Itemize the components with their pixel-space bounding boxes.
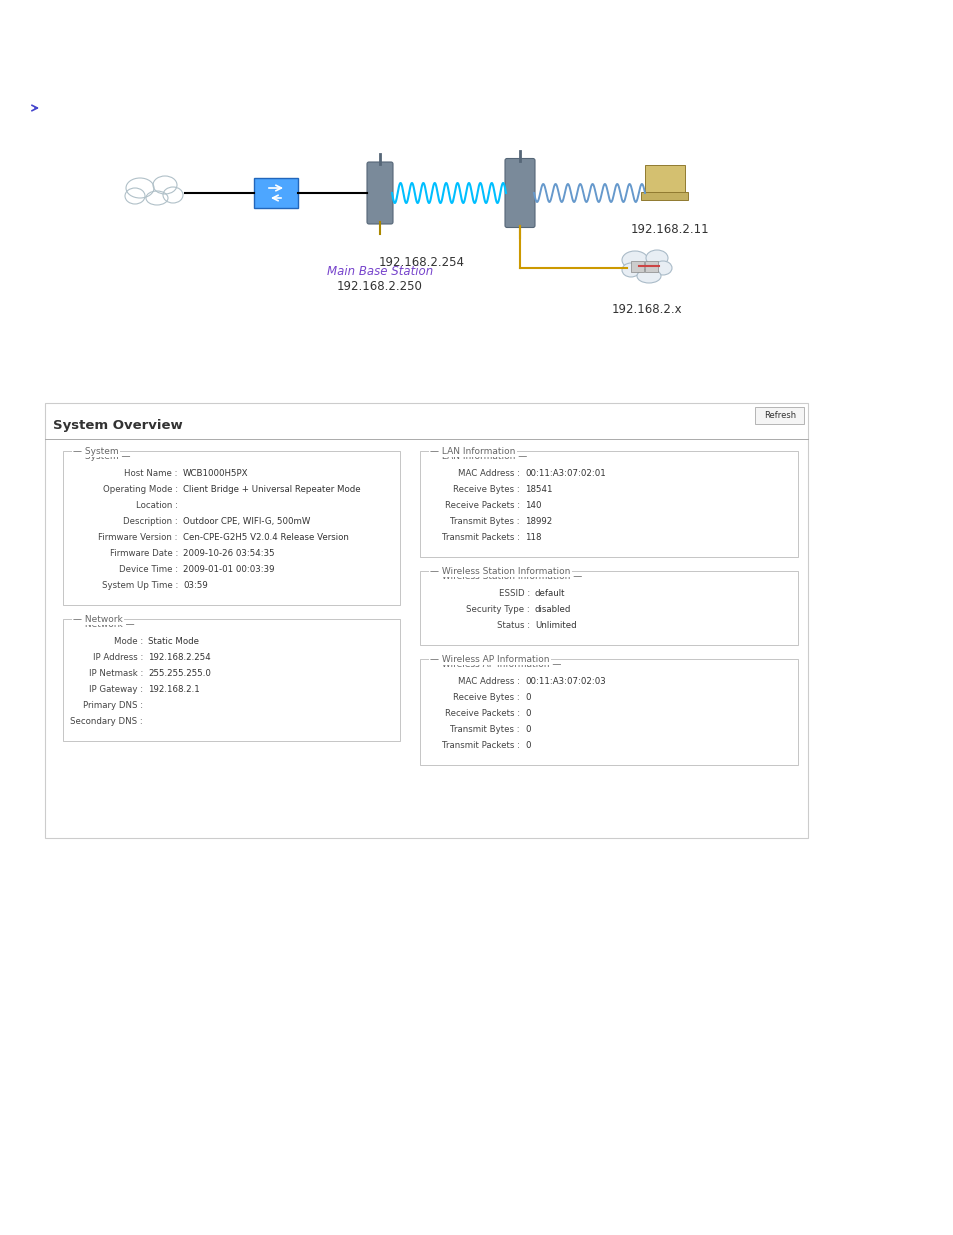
Text: Receive Bytes :: Receive Bytes : xyxy=(453,693,519,701)
Text: Mode :: Mode : xyxy=(113,637,143,646)
Text: — System —: — System — xyxy=(73,452,131,461)
Text: 192.168.2.11: 192.168.2.11 xyxy=(630,224,709,236)
Text: 192.168.2.254: 192.168.2.254 xyxy=(378,257,464,269)
Text: — Wireless AP Information —: — Wireless AP Information — xyxy=(430,659,560,669)
Text: default: default xyxy=(535,589,565,598)
Text: 192.168.2.250: 192.168.2.250 xyxy=(336,280,422,293)
FancyBboxPatch shape xyxy=(253,178,297,207)
Text: Device Time :: Device Time : xyxy=(119,564,178,574)
FancyBboxPatch shape xyxy=(45,403,807,839)
Text: MAC Address :: MAC Address : xyxy=(457,469,519,478)
Text: — System: — System xyxy=(73,447,118,456)
FancyBboxPatch shape xyxy=(367,162,393,224)
Text: Client Bridge + Universal Repeater Mode: Client Bridge + Universal Repeater Mode xyxy=(183,485,360,494)
FancyBboxPatch shape xyxy=(419,659,797,764)
Text: Location :: Location : xyxy=(136,501,178,510)
Text: Firmware Version :: Firmware Version : xyxy=(98,534,178,542)
FancyBboxPatch shape xyxy=(631,261,644,272)
FancyBboxPatch shape xyxy=(63,451,399,605)
Text: — Network —: — Network — xyxy=(73,620,134,629)
Text: 0: 0 xyxy=(524,741,530,750)
Text: 18541: 18541 xyxy=(524,485,552,494)
Text: System Overview: System Overview xyxy=(53,419,183,431)
Ellipse shape xyxy=(637,269,660,283)
FancyBboxPatch shape xyxy=(504,158,535,227)
Text: 255.255.255.0: 255.255.255.0 xyxy=(148,669,211,678)
Text: ESSID :: ESSID : xyxy=(498,589,530,598)
Text: Unlimited: Unlimited xyxy=(535,621,576,630)
Text: IP Address :: IP Address : xyxy=(92,653,143,662)
Text: Refresh: Refresh xyxy=(763,410,795,420)
Text: 03:59: 03:59 xyxy=(183,580,208,590)
Text: Security Type :: Security Type : xyxy=(466,605,530,614)
Text: 118: 118 xyxy=(524,534,541,542)
Text: Outdoor CPE, WIFI-G, 500mW: Outdoor CPE, WIFI-G, 500mW xyxy=(183,517,310,526)
FancyBboxPatch shape xyxy=(645,261,658,272)
Text: Transmit Packets :: Transmit Packets : xyxy=(441,741,519,750)
Text: Primary DNS :: Primary DNS : xyxy=(83,701,143,710)
Text: 0: 0 xyxy=(524,693,530,701)
FancyBboxPatch shape xyxy=(644,165,684,193)
Text: IP Gateway :: IP Gateway : xyxy=(89,685,143,694)
Text: — LAN Information: — LAN Information xyxy=(430,447,515,456)
Text: Receive Packets :: Receive Packets : xyxy=(444,501,519,510)
Text: Description :: Description : xyxy=(123,517,178,526)
Text: Secondary DNS :: Secondary DNS : xyxy=(71,718,143,726)
Text: Transmit Packets :: Transmit Packets : xyxy=(441,534,519,542)
Text: — Wireless Station Information —: — Wireless Station Information — xyxy=(430,572,581,580)
Text: Receive Bytes :: Receive Bytes : xyxy=(453,485,519,494)
Text: Receive Packets :: Receive Packets : xyxy=(444,709,519,718)
Text: 00:11:A3:07:02:01: 00:11:A3:07:02:01 xyxy=(524,469,605,478)
Text: Host Name :: Host Name : xyxy=(125,469,178,478)
Text: 192.168.2.x: 192.168.2.x xyxy=(611,303,681,316)
Text: Firmware Date :: Firmware Date : xyxy=(110,550,178,558)
Text: 0: 0 xyxy=(524,725,530,734)
Text: Cen-CPE-G2H5 V2.0.4 Release Version: Cen-CPE-G2H5 V2.0.4 Release Version xyxy=(183,534,349,542)
Text: Transmit Bytes :: Transmit Bytes : xyxy=(450,517,519,526)
Text: 00:11:A3:07:02:03: 00:11:A3:07:02:03 xyxy=(524,677,605,685)
FancyBboxPatch shape xyxy=(640,191,688,200)
Text: 2009-10-26 03:54:35: 2009-10-26 03:54:35 xyxy=(183,550,274,558)
Text: Status :: Status : xyxy=(497,621,530,630)
FancyBboxPatch shape xyxy=(419,451,797,557)
Text: 18992: 18992 xyxy=(524,517,552,526)
Text: WCB1000H5PX: WCB1000H5PX xyxy=(183,469,248,478)
Text: disabled: disabled xyxy=(535,605,571,614)
Text: — LAN Information —: — LAN Information — xyxy=(430,452,527,461)
Text: Main Base Station: Main Base Station xyxy=(327,266,433,278)
Text: Operating Mode :: Operating Mode : xyxy=(103,485,178,494)
Text: 2009-01-01 00:03:39: 2009-01-01 00:03:39 xyxy=(183,564,274,574)
Ellipse shape xyxy=(621,251,647,269)
FancyBboxPatch shape xyxy=(63,619,399,741)
Text: IP Netmask :: IP Netmask : xyxy=(89,669,143,678)
Ellipse shape xyxy=(645,249,667,266)
FancyBboxPatch shape xyxy=(755,406,803,424)
Text: — Wireless AP Information: — Wireless AP Information xyxy=(430,655,549,663)
Text: Static Mode: Static Mode xyxy=(148,637,199,646)
Text: 0: 0 xyxy=(524,709,530,718)
Text: — Wireless Station Information: — Wireless Station Information xyxy=(430,567,570,576)
Text: — Network: — Network xyxy=(73,615,123,624)
Ellipse shape xyxy=(621,263,639,277)
FancyBboxPatch shape xyxy=(419,571,797,645)
Text: 192.168.2.254: 192.168.2.254 xyxy=(148,653,211,662)
Text: MAC Address :: MAC Address : xyxy=(457,677,519,685)
Text: System Up Time :: System Up Time : xyxy=(102,580,178,590)
Text: 140: 140 xyxy=(524,501,541,510)
Text: Transmit Bytes :: Transmit Bytes : xyxy=(450,725,519,734)
Text: 192.168.2.1: 192.168.2.1 xyxy=(148,685,199,694)
Ellipse shape xyxy=(654,261,671,275)
